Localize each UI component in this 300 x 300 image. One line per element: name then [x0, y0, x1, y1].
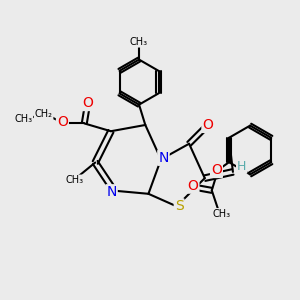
Text: CH₃: CH₃ [66, 175, 84, 185]
Text: O: O [188, 179, 198, 193]
Text: CH₃: CH₃ [212, 209, 230, 219]
Text: CH₂: CH₂ [34, 109, 52, 119]
Text: N: N [106, 185, 117, 199]
Text: S: S [175, 199, 184, 213]
Text: N: N [158, 151, 169, 165]
Text: O: O [82, 96, 93, 110]
Text: H: H [237, 160, 246, 173]
Text: O: O [202, 118, 213, 132]
Text: CH₃: CH₃ [14, 114, 32, 124]
Text: O: O [57, 115, 68, 129]
Text: O: O [211, 163, 222, 177]
Text: CH₃: CH₃ [130, 37, 148, 47]
